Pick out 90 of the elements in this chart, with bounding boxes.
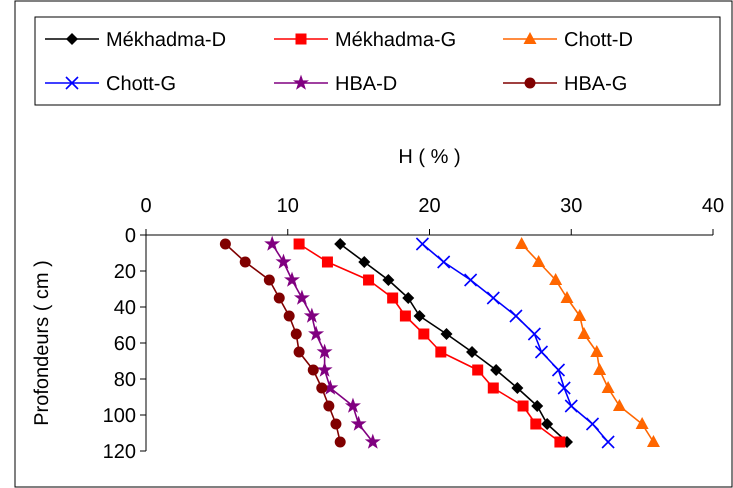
point: [264, 236, 280, 250]
point: [586, 417, 600, 431]
point: [308, 364, 319, 376]
point: [414, 310, 426, 322]
point: [334, 436, 346, 448]
point: [330, 418, 342, 430]
x-tick-label: 40: [702, 195, 724, 217]
point: [518, 400, 529, 412]
point: [294, 238, 305, 250]
point: [274, 292, 285, 304]
x-tick-label: 0: [140, 195, 152, 217]
point: [220, 238, 231, 250]
point: [472, 364, 484, 376]
point: [531, 400, 544, 412]
point: [294, 346, 305, 358]
point: [511, 382, 524, 394]
point: [264, 274, 275, 286]
point: [436, 255, 450, 269]
point: [554, 436, 566, 448]
y-tick-label: 20: [114, 261, 136, 283]
point: [486, 291, 500, 305]
point: [646, 435, 660, 447]
y-tick-label: 40: [114, 297, 136, 319]
y-axis-title: Profondeurs ( cm ): [31, 260, 53, 426]
point: [382, 274, 394, 286]
point: [284, 272, 300, 286]
point: [322, 256, 333, 268]
point: [549, 273, 562, 285]
point: [276, 254, 291, 268]
point: [308, 326, 324, 340]
x-tick-label: 30: [560, 195, 582, 217]
point: [363, 274, 374, 286]
point: [317, 344, 332, 358]
point: [304, 308, 320, 322]
point: [560, 291, 574, 303]
point: [612, 399, 626, 411]
legend-label: Mékhadma-G: [335, 29, 456, 51]
point: [530, 418, 542, 430]
point: [346, 398, 360, 412]
y-tick-label: 100: [102, 405, 136, 427]
point: [464, 273, 478, 287]
point: [534, 345, 548, 359]
point: [528, 327, 542, 341]
point: [440, 328, 453, 340]
point: [490, 364, 502, 376]
point: [334, 238, 346, 250]
point: [358, 256, 370, 268]
x-tick-label: 20: [418, 195, 441, 217]
point: [578, 327, 591, 339]
point: [557, 381, 571, 395]
point: [541, 418, 554, 430]
point: [466, 346, 478, 358]
point: [316, 382, 328, 394]
legend-label: HBA-D: [335, 73, 398, 95]
legend-label: HBA-G: [564, 73, 628, 95]
y-tick-label: 60: [114, 333, 136, 355]
point: [365, 434, 380, 448]
point: [284, 310, 295, 322]
point: [532, 255, 546, 267]
point: [290, 328, 302, 340]
point: [351, 416, 366, 430]
y-tick-label: 120: [102, 441, 136, 463]
point: [601, 435, 615, 449]
x-tick-label: 10: [276, 195, 299, 217]
point: [418, 328, 430, 340]
point: [573, 309, 586, 321]
y-tick-label: 0: [124, 225, 136, 247]
y-tick-label: 80: [114, 369, 136, 391]
point: [387, 292, 398, 304]
point: [636, 417, 649, 429]
point: [552, 363, 566, 377]
point: [488, 382, 499, 394]
point: [564, 399, 578, 413]
point: [402, 292, 414, 304]
legend-label: Mékhadma-D: [106, 29, 226, 51]
point: [602, 381, 615, 393]
point: [593, 363, 606, 375]
point: [240, 256, 251, 268]
legend-label: Chott-D: [564, 29, 633, 51]
point: [590, 345, 604, 357]
point: [317, 362, 332, 376]
x-axis-title: H ( % ): [398, 146, 461, 168]
point: [435, 346, 446, 358]
point: [509, 309, 523, 323]
point: [515, 237, 528, 249]
point: [294, 290, 310, 304]
legend-label: Chott-G: [106, 73, 176, 95]
point: [323, 400, 334, 412]
point: [416, 237, 430, 251]
point: [400, 310, 411, 322]
